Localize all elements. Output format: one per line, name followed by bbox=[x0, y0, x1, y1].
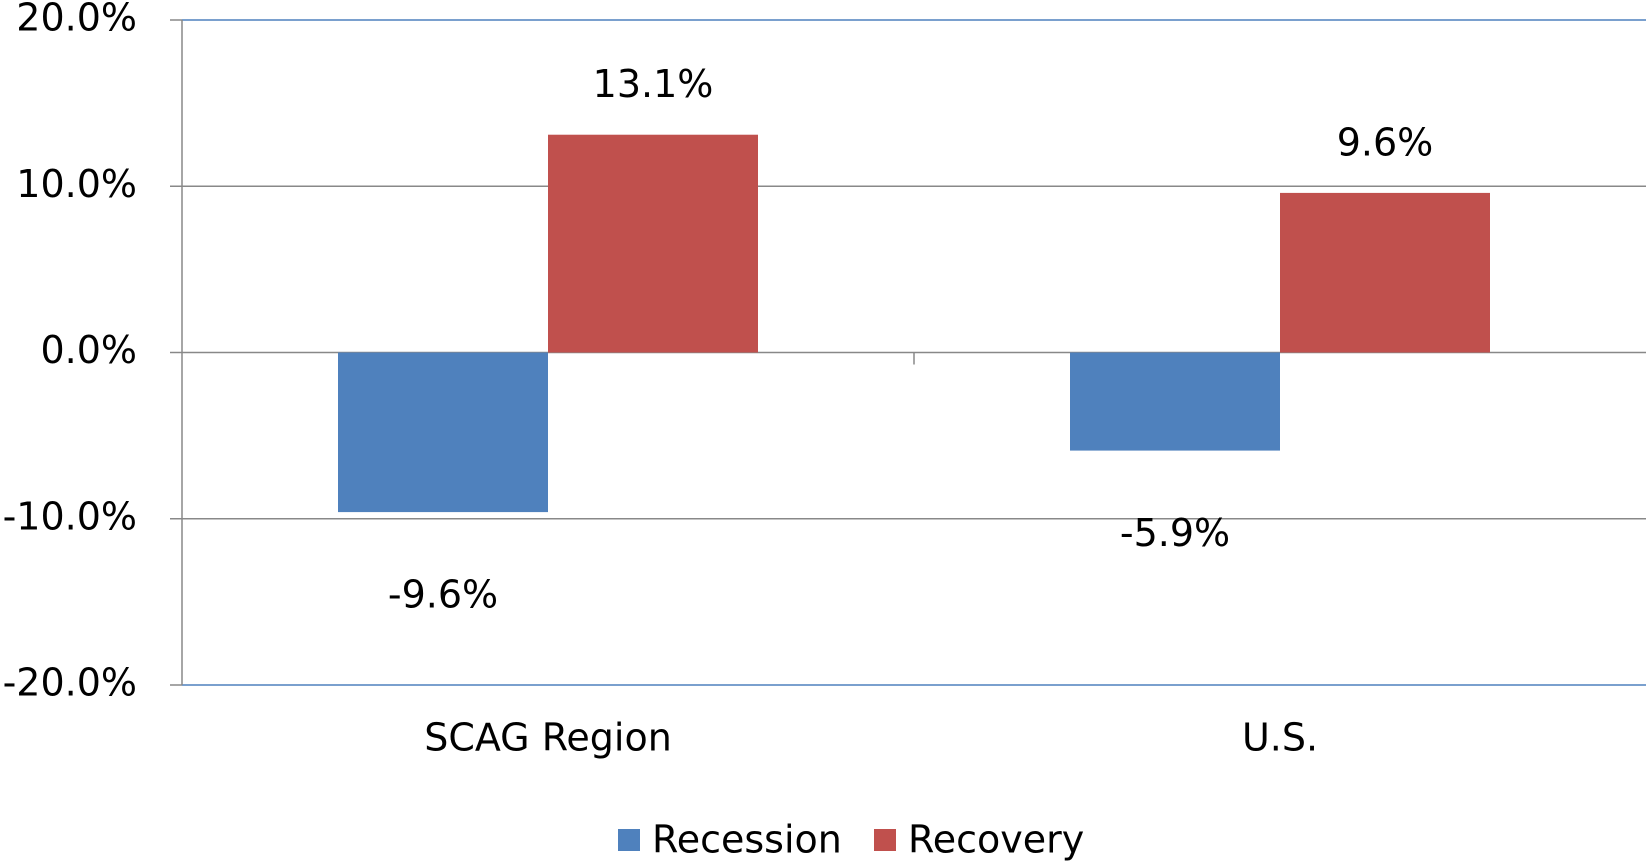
y-tick-label: 0.0% bbox=[40, 328, 137, 372]
x-tick-label: U.S. bbox=[1242, 716, 1318, 760]
y-tick-label: 10.0% bbox=[16, 162, 137, 206]
x-tick-label: SCAG Region bbox=[424, 716, 672, 760]
bar bbox=[338, 352, 548, 513]
bar bbox=[548, 134, 758, 353]
data-label: 9.6% bbox=[1337, 120, 1434, 164]
y-tick-label: -10.0% bbox=[3, 494, 137, 538]
y-tick-label: 20.0% bbox=[16, 0, 137, 40]
bar bbox=[1070, 352, 1280, 451]
legend-swatch bbox=[874, 829, 896, 851]
legend-label: Recession bbox=[652, 818, 842, 862]
bar bbox=[1280, 192, 1490, 353]
data-label: -5.9% bbox=[1120, 511, 1230, 555]
y-tick-label: -20.0% bbox=[3, 661, 137, 705]
data-label: 13.1% bbox=[593, 62, 714, 106]
legend-label: Recovery bbox=[908, 818, 1084, 862]
legend-swatch bbox=[618, 829, 640, 851]
data-label: -9.6% bbox=[388, 573, 498, 617]
